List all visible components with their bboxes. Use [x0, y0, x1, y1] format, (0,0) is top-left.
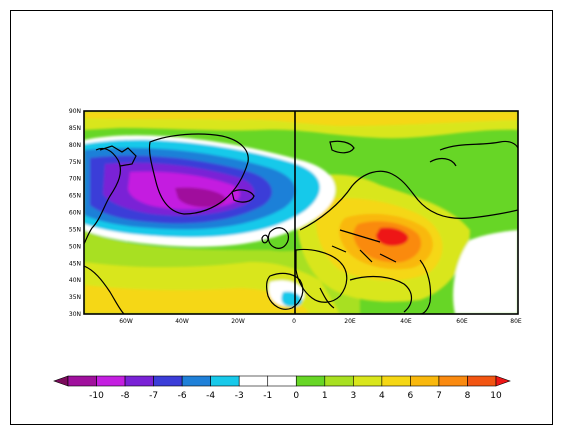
- colorbar-label: -7: [149, 391, 158, 401]
- longitude-label: 80E: [510, 318, 522, 325]
- longitude-label: 20E: [344, 318, 356, 325]
- coast-canada: [84, 147, 122, 245]
- coast-arctic-east: [439, 140, 518, 151]
- colorbar-label: -1: [263, 391, 272, 401]
- colorbar-segment: [96, 375, 126, 387]
- latitude-labels: 90N 85N 80N 75N 70N 65N 60N 55N 50N 45N 40N 35N 30N: [69, 108, 81, 318]
- longitude-label: 20W: [231, 318, 245, 325]
- colorbar-segment: [295, 375, 326, 387]
- coast-us-east: [84, 265, 125, 314]
- colorbar-segment: [238, 375, 269, 387]
- colorbar-label: 1: [322, 391, 328, 401]
- coast-iceland: [231, 189, 255, 203]
- coast-svalbard: [329, 140, 355, 154]
- colorbar-label: 6: [408, 391, 414, 401]
- latitude-label: 60N: [69, 210, 81, 217]
- figure-frame: [10, 10, 553, 425]
- latitude-label: 30N: [69, 311, 81, 318]
- colorbar-segment: [181, 375, 211, 387]
- coast-caspian: [419, 259, 432, 314]
- coast-novaya: [429, 157, 457, 167]
- coast-greenland: [148, 133, 249, 215]
- coast-britain: [267, 227, 289, 249]
- country-borders: [331, 229, 397, 263]
- colorbar-label: -3: [235, 391, 244, 401]
- coast-scandinavia-russia: [299, 170, 518, 231]
- longitude-label: 0: [292, 318, 296, 325]
- colorbar: [53, 375, 511, 387]
- colorbar-segment: [324, 375, 354, 387]
- colorbar-segment: [438, 375, 468, 387]
- longitude-label: 40W: [175, 318, 189, 325]
- longitude-label: 60E: [456, 318, 468, 325]
- colorbar-segment: [67, 375, 97, 387]
- colorbar-segment: [410, 375, 440, 387]
- colorbar-label: -10: [89, 391, 104, 401]
- colorbar-label: -8: [121, 391, 130, 401]
- colorbar-segment: [381, 375, 411, 387]
- colorbar-label: 10: [490, 391, 502, 401]
- colorbar-min-arrow: [53, 375, 69, 387]
- latitude-label: 55N: [69, 226, 81, 233]
- colorbar-segment: [267, 375, 297, 387]
- latitude-label: 75N: [69, 159, 81, 166]
- colorbar-label: -6: [178, 391, 187, 401]
- latitude-label: 45N: [69, 260, 81, 267]
- field-south-gold: [84, 285, 310, 314]
- coastlines: [84, 133, 518, 314]
- latitude-label: 65N: [69, 193, 81, 200]
- colorbar-segment: [210, 375, 240, 387]
- field-negative-8: [175, 187, 226, 208]
- latitude-label: 70N: [69, 176, 81, 183]
- colorbar-label: 7: [436, 391, 442, 401]
- colorbar-label: 4: [379, 391, 385, 401]
- coast-central-europe: [295, 248, 348, 303]
- longitude-label: 60W: [119, 318, 133, 325]
- colorbar-segment: [124, 375, 154, 387]
- coast-black-sea: [349, 275, 413, 313]
- coast-italy: [319, 287, 335, 309]
- latitude-label: 80N: [69, 142, 81, 149]
- map-border: [83, 110, 519, 315]
- anomaly-field: [84, 111, 518, 314]
- colorbar-label: 0: [293, 391, 299, 401]
- colorbar-segment: [467, 375, 497, 387]
- field-east-white: [453, 230, 518, 314]
- colorbar-label: 8: [465, 391, 471, 401]
- coast-ireland: [261, 234, 269, 244]
- latitude-label: 90N: [69, 108, 81, 115]
- colorbar-max-arrow: [495, 375, 511, 387]
- colorbar-label: -4: [206, 391, 215, 401]
- colorbar-labels: -10 -8 -7 -6 -4 -3 -1 0 1 3 4 6 7 8 10: [89, 391, 502, 401]
- latitude-label: 35N: [69, 294, 81, 301]
- field-top-yellow: [84, 111, 518, 126]
- colorbar-segment: [153, 375, 183, 387]
- coast-baffin: [99, 145, 137, 167]
- latitude-label: 85N: [69, 125, 81, 132]
- coast-iberia: [266, 272, 304, 310]
- longitude-label: 40E: [400, 318, 412, 325]
- field-iberia-cyan: [281, 291, 302, 307]
- longitude-labels: 60W 40W 20W 0 20E 40E 60E 80E: [119, 318, 522, 325]
- colorbar-label: 3: [350, 391, 356, 401]
- latitude-label: 50N: [69, 243, 81, 250]
- colorbar-segment: [353, 375, 383, 387]
- field-positive-max: [376, 227, 409, 246]
- latitude-label: 40N: [69, 277, 81, 284]
